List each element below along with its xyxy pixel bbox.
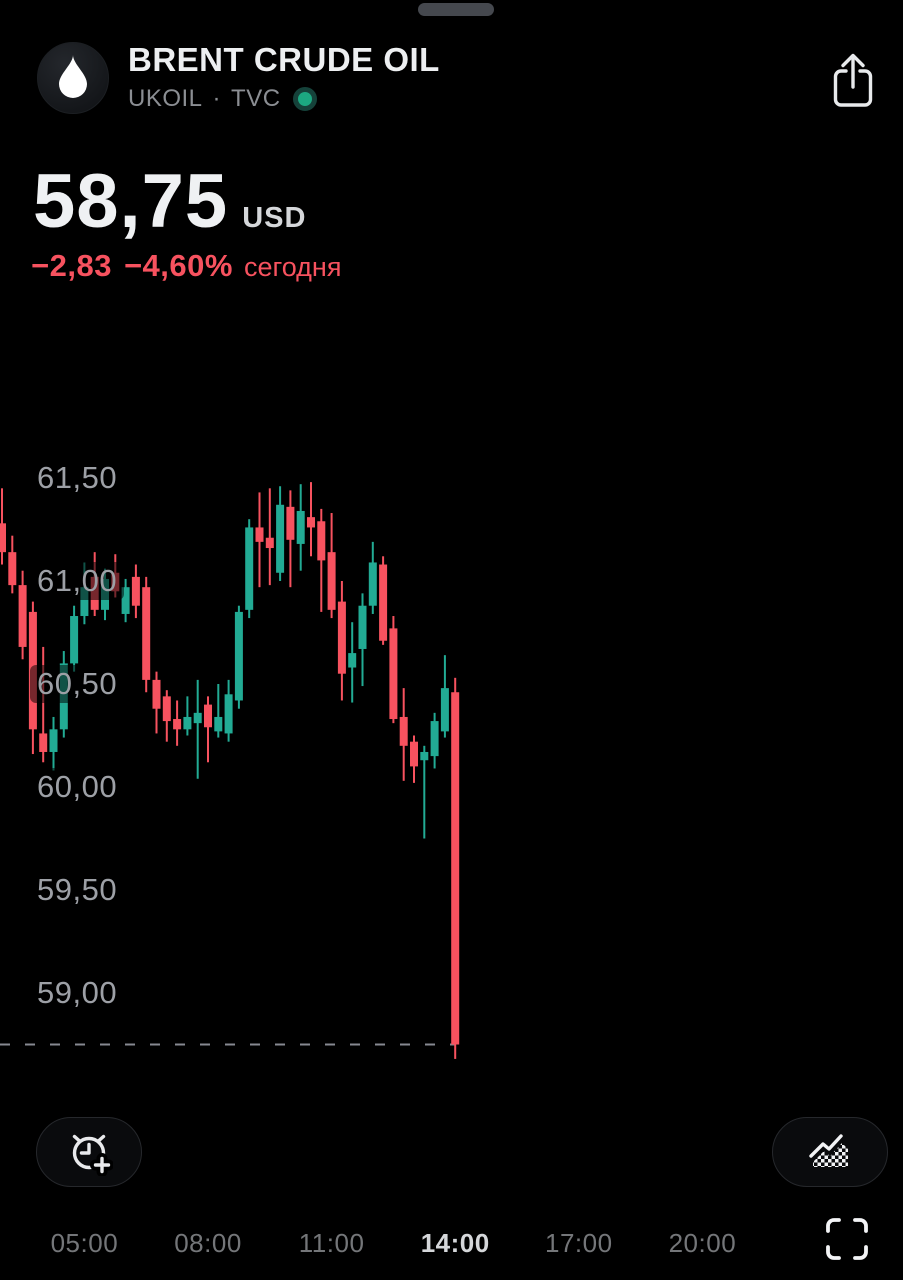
y-axis-label: 59,00: [30, 974, 125, 1012]
time-axis-label: 20:00: [668, 1228, 737, 1258]
oil-drop-icon: [55, 53, 91, 104]
share-icon: [829, 50, 877, 115]
change-absolute: −2,83: [31, 248, 112, 283]
fullscreen-button[interactable]: [820, 1212, 874, 1268]
symbol-ticker: UKOIL: [128, 85, 203, 112]
candle: [389, 628, 398, 720]
candle: [327, 552, 336, 610]
candle: [440, 688, 449, 732]
candle: [234, 611, 243, 701]
candle: [131, 576, 140, 606]
y-axis-label: 61,50: [30, 459, 125, 497]
sheet-drag-handle[interactable]: [418, 3, 494, 16]
candle: [80, 587, 89, 617]
candle: [204, 704, 212, 728]
candle: [152, 679, 161, 709]
candle: [317, 521, 326, 561]
candle: [0, 523, 6, 553]
candle: [193, 712, 202, 724]
candle: [217, 684, 220, 738]
candle: [173, 719, 182, 730]
fullscreen-icon: [824, 1216, 870, 1265]
candle: [368, 562, 377, 606]
candle: [410, 741, 418, 767]
candle: [268, 488, 271, 586]
symbol-subtitle: UKOIL · TVC: [128, 85, 317, 113]
y-axis-label: 60,50: [30, 665, 125, 703]
candle: [142, 587, 151, 680]
chart-style-button[interactable]: [772, 1117, 888, 1187]
candle: [358, 605, 367, 649]
time-axis-label: 05:00: [50, 1228, 119, 1258]
change-period: сегодня: [243, 252, 342, 282]
time-axis-label: 11:00: [298, 1228, 365, 1258]
candle: [70, 616, 79, 664]
exchange-name: TVC: [231, 85, 281, 112]
candle: [42, 646, 45, 763]
separator-dot: ·: [212, 85, 222, 112]
time-axis-label: 17:00: [545, 1228, 613, 1258]
price-block: 58,75 USD: [33, 164, 306, 240]
page-title: BRENT CRUDE OIL: [128, 41, 440, 78]
candle: [348, 653, 357, 668]
add-alert-button[interactable]: [36, 1117, 142, 1187]
time-axis-label: 14:00: [420, 1228, 490, 1258]
candle: [18, 585, 27, 647]
candle: [379, 564, 388, 641]
candle: [39, 733, 48, 752]
candle: [276, 504, 285, 573]
candle: [207, 696, 209, 763]
currency-label: USD: [242, 202, 307, 234]
candle: [183, 716, 192, 730]
candle: [214, 716, 223, 732]
change-block: −2,83 −4,60% сегодня: [31, 248, 341, 284]
last-price: 58,75: [33, 159, 229, 244]
instrument-logo: [37, 42, 109, 114]
change-percent: −4,60%: [123, 248, 233, 283]
time-axis-label: 08:00: [174, 1228, 242, 1258]
candle: [196, 679, 199, 779]
market-open-dot: [292, 87, 317, 111]
y-axis-label: 60,00: [30, 768, 125, 806]
y-axis-label: 59,50: [30, 871, 125, 909]
candle: [451, 692, 460, 1045]
candle: [8, 552, 17, 586]
candle: [265, 537, 274, 549]
alarm-plus-icon: [65, 1126, 114, 1179]
candle: [307, 517, 315, 528]
candle: [186, 696, 189, 736]
share-button[interactable]: [818, 46, 888, 118]
candle: [255, 527, 264, 542]
y-axis-label: 61,00: [30, 562, 125, 600]
candle: [337, 601, 346, 674]
candle: [420, 751, 429, 761]
candle: [49, 729, 58, 752]
candle: [296, 510, 305, 544]
candle: [121, 587, 130, 614]
candle: [245, 527, 254, 610]
candle: [423, 745, 426, 839]
candle: [430, 721, 439, 757]
candle: [224, 694, 233, 734]
candle: [286, 506, 295, 540]
candle: [399, 716, 408, 746]
candle: [162, 696, 171, 722]
area-chart-icon: [807, 1131, 853, 1174]
